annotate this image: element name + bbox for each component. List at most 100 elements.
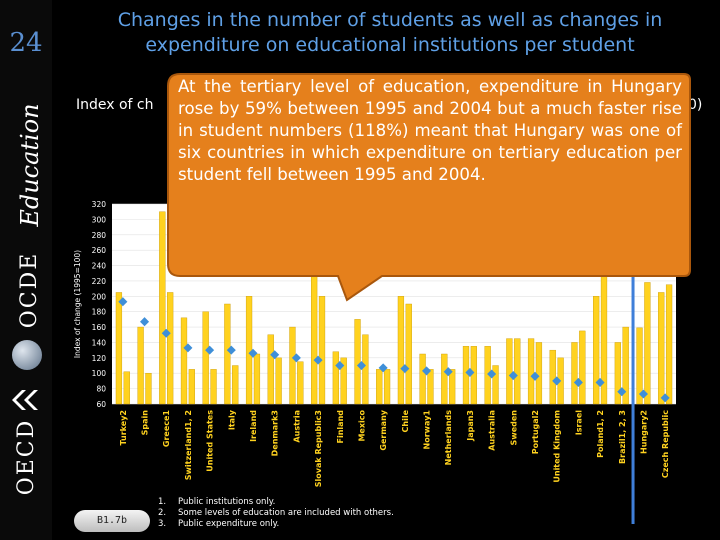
marker-point xyxy=(118,297,128,307)
bar xyxy=(527,338,535,405)
footnote-1: 1. Public institutions only. xyxy=(158,497,276,507)
y-tick-label: 100 xyxy=(92,369,107,378)
bar xyxy=(405,303,412,405)
x-tick-label: Spain xyxy=(141,410,150,436)
chart-subtitle-suffix: 0) xyxy=(688,97,703,113)
bar xyxy=(614,342,621,405)
bar xyxy=(492,365,499,405)
bar xyxy=(549,349,556,405)
x-tick-label: Hungary2 xyxy=(639,410,648,454)
x-tick-label: Switzerland1, 2 xyxy=(184,410,193,480)
y-tick-label: 280 xyxy=(92,231,107,240)
bar xyxy=(362,334,369,405)
bar xyxy=(397,296,405,405)
bar xyxy=(210,369,217,405)
x-tick-label: Sweden xyxy=(509,410,518,446)
bar xyxy=(137,326,144,405)
x-tick-label: Chile xyxy=(401,409,410,432)
slide-title: Changes in the number of students as wel… xyxy=(117,9,663,56)
bar xyxy=(636,327,643,405)
footnote-2: 2. Some levels of education are included … xyxy=(158,508,394,518)
bar xyxy=(658,292,665,405)
bar xyxy=(470,346,477,405)
y-tick-label: 220 xyxy=(92,277,107,286)
y-tick-label: 80 xyxy=(96,385,106,394)
marker-point xyxy=(400,364,410,374)
bar xyxy=(167,292,174,405)
bar xyxy=(180,317,188,405)
x-tick-label: United Kingdom xyxy=(553,410,562,483)
x-tick-label: Austria xyxy=(292,410,301,443)
x-tick-label: Mexico xyxy=(357,410,366,442)
y-tick-label: 240 xyxy=(92,262,107,271)
oecd-chevron-icon xyxy=(12,390,38,410)
bar xyxy=(383,369,391,405)
x-tick-label: Norway1 xyxy=(423,410,432,450)
bar xyxy=(462,346,470,405)
bar xyxy=(665,284,673,405)
bar xyxy=(441,353,448,405)
bar xyxy=(506,338,513,405)
y-tick-label: 260 xyxy=(92,246,107,255)
x-tick-label: Israel xyxy=(574,410,583,436)
bar xyxy=(123,371,130,405)
marker-point xyxy=(508,371,518,381)
sidebar: 24 Education OCDE OECD xyxy=(0,0,52,540)
plot-area xyxy=(112,204,676,404)
x-tick-label: Finland xyxy=(336,410,345,444)
bar xyxy=(289,326,296,405)
bar xyxy=(593,296,600,405)
x-tick-label: Slovak Republic3 xyxy=(314,410,323,487)
y-tick-label: 320 xyxy=(92,200,107,209)
x-tick-label: Brazil1, 2, 3 xyxy=(618,410,627,464)
bar xyxy=(419,353,426,405)
marker-point xyxy=(595,377,605,387)
bar xyxy=(202,311,209,405)
bar xyxy=(332,351,339,405)
bar-chart: 60 80 100 120 140 160 180 200 220 240 260 280 300 320… xyxy=(73,200,676,524)
bar xyxy=(514,338,521,405)
x-tick-label: Poland1, 2 xyxy=(596,410,605,458)
bar xyxy=(188,369,195,405)
chart-subtitle: Index of ch xyxy=(76,97,154,113)
footnotes: 1. Public institutions only. 2. Some level… xyxy=(158,497,394,530)
bar xyxy=(354,319,361,405)
bar xyxy=(571,342,578,405)
bar xyxy=(600,226,608,405)
highlight-band xyxy=(631,204,635,524)
bar xyxy=(267,334,274,405)
x-tick-label: Denmark3 xyxy=(271,410,280,456)
bar xyxy=(449,369,456,405)
y-tick-label: 120 xyxy=(92,354,107,363)
x-tick-label: Turkey2 xyxy=(119,410,128,446)
y-tick-label: 160 xyxy=(92,323,107,332)
bar xyxy=(622,326,629,405)
bar xyxy=(644,282,651,405)
marker-point xyxy=(487,369,497,379)
x-tick-label: Australia xyxy=(488,410,497,451)
bar xyxy=(579,330,586,405)
bar xyxy=(311,219,318,405)
bar xyxy=(318,296,326,405)
bar xyxy=(245,296,253,405)
slide-number: 24 xyxy=(9,28,43,58)
marker-point xyxy=(335,361,345,371)
bar xyxy=(275,357,282,405)
bar xyxy=(232,365,239,405)
education-logo-text: Education xyxy=(16,103,44,227)
bar xyxy=(340,357,347,405)
y-axis-label: Index of change (1995=100) xyxy=(73,250,82,358)
figure-reference-label: B1.7b xyxy=(74,510,150,532)
bar xyxy=(427,369,434,405)
bar xyxy=(376,369,383,405)
oecd-logo-icon xyxy=(12,340,42,370)
x-tick-label: Ireland xyxy=(249,410,258,442)
bar xyxy=(224,303,231,405)
oecd-logo-text: OECD xyxy=(14,418,39,496)
footnote-3: 3. Public expenditure only. xyxy=(158,519,280,529)
bar xyxy=(159,211,166,405)
callout-text: At the tertiary level of education, expe… xyxy=(178,77,682,184)
bar xyxy=(535,342,543,405)
bar xyxy=(297,361,304,405)
